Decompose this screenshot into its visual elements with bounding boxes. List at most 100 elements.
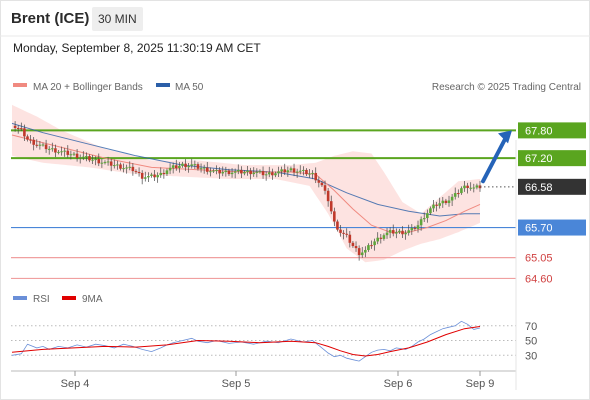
candle-body [475, 185, 479, 188]
rsi-tick-label: 50 [525, 336, 537, 348]
bollinger-bands [12, 104, 480, 263]
forecast-arrow [480, 130, 516, 188]
candle-body [441, 200, 445, 204]
x-tick-label: Sep 4 [61, 378, 90, 390]
candle-body [447, 200, 451, 204]
candle-body [320, 182, 324, 186]
candle-body [419, 219, 423, 226]
candle-body [72, 153, 76, 155]
ma20-line [11, 134, 481, 233]
candle-body [75, 153, 79, 158]
candle-body [395, 232, 398, 234]
level-label-65-70: 65.70 [525, 223, 553, 235]
candle-body [388, 230, 392, 233]
candle-body [54, 148, 57, 153]
candle-body [410, 227, 414, 231]
moving-averages [11, 122, 481, 233]
candle-body [190, 164, 194, 166]
candle-body [426, 213, 429, 219]
forecast-arrow-shaft [481, 133, 509, 184]
candle-body [178, 165, 181, 169]
candle-body [267, 172, 271, 175]
candle-body [215, 169, 218, 171]
forecast-arrowhead [498, 130, 512, 144]
candle-body [88, 156, 91, 161]
rsi-ma-line [11, 326, 481, 357]
candle-body [292, 168, 296, 173]
candle-body [450, 196, 454, 201]
candle-body [243, 172, 246, 174]
candle-body [432, 204, 435, 209]
candle-body [60, 151, 63, 153]
candle-body [233, 171, 237, 173]
candle-body [429, 208, 432, 214]
candle-body [342, 232, 345, 234]
candle-body [280, 169, 283, 172]
candle-body [376, 237, 380, 242]
candle-body [277, 171, 280, 174]
candle-body [100, 162, 104, 164]
candle-body [339, 229, 342, 233]
candle-body [69, 154, 73, 156]
candle-body [224, 170, 228, 173]
candle-body [19, 128, 23, 130]
rsi-line [11, 320, 481, 362]
candle-body [162, 172, 166, 175]
candle-body [16, 127, 20, 129]
level-label-65-05: 65.05 [525, 253, 553, 265]
candle-body [212, 170, 215, 172]
candle-body [91, 159, 94, 161]
ma50-legend-swatch [156, 83, 170, 87]
ma20-legend-label: MA 20 + Bollinger Bands [33, 82, 143, 93]
candle-body [230, 172, 234, 175]
candle-body [187, 165, 190, 168]
candle-body [370, 245, 373, 247]
candle-body [255, 171, 259, 173]
candle-body [404, 232, 407, 235]
rsi-tick-label: 70 [525, 321, 537, 333]
candle-body [317, 180, 321, 183]
candle-body [289, 168, 293, 171]
ma20-legend-swatch [13, 83, 27, 87]
candle-body [295, 171, 299, 173]
candle-body [302, 169, 305, 171]
level-label-67-20: 67.20 [525, 153, 553, 165]
candle-body [29, 139, 32, 141]
x-axis: Sep 4 Sep 5 Sep 6 Sep 9 [61, 371, 494, 390]
candle-body [50, 148, 54, 150]
candle-body [134, 171, 138, 173]
candle-body [112, 165, 116, 167]
candle-body [44, 144, 48, 150]
candle-body [298, 170, 302, 172]
candle-body [221, 172, 225, 174]
bollinger-band-fill [12, 104, 480, 263]
rsi-panel: 70 50 30 [11, 320, 537, 362]
candle-body [196, 164, 200, 169]
candle-body [122, 168, 125, 170]
current-price-label: 66.58 [525, 182, 553, 194]
candle-body [38, 144, 42, 146]
candle-body [379, 237, 383, 239]
candle-body [109, 161, 113, 166]
candle-body [274, 173, 277, 176]
instrument-title: Brent (ICE) [11, 10, 90, 27]
candle-body [150, 174, 153, 176]
level-label-65-70-box [518, 219, 586, 236]
candle-body [119, 164, 122, 169]
candle-body [131, 166, 135, 172]
timeframe-selector[interactable]: 30 MIN [92, 7, 143, 31]
level-label-67-80-box [518, 122, 586, 139]
candlesticks [13, 121, 482, 261]
candle-body [85, 156, 88, 158]
candle-body [333, 211, 336, 222]
candle-body [469, 187, 473, 189]
candle-body [323, 185, 327, 191]
candle-body [264, 174, 268, 176]
x-tick-label: Sep 5 [222, 378, 251, 390]
candle-body [401, 230, 404, 235]
candle-body [382, 235, 386, 239]
level-labels: 67.80 67.20 65.70 65.05 64.60 66.58 [518, 122, 586, 285]
candle-body [311, 172, 314, 174]
candle-body [103, 162, 107, 164]
